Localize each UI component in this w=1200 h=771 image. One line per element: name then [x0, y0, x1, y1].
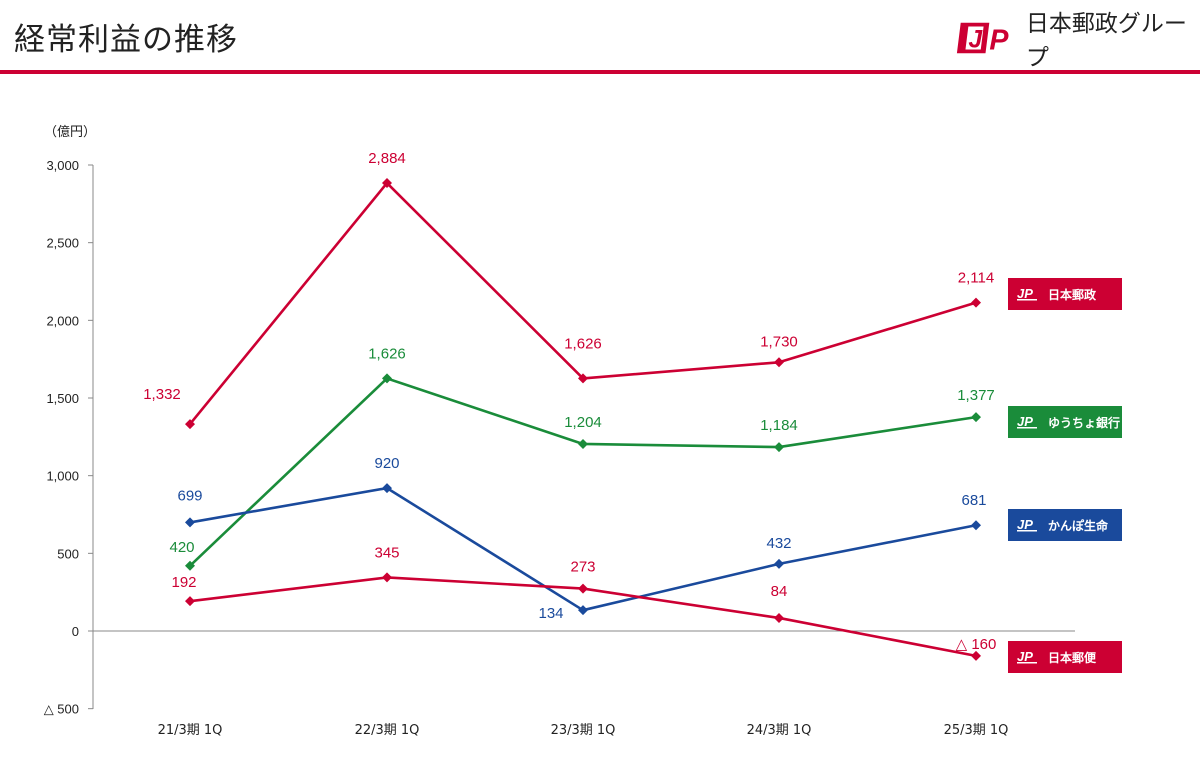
legend-label: 日本郵政 — [1048, 287, 1097, 302]
data-point-marker — [971, 297, 981, 308]
data-point-marker — [578, 583, 588, 594]
group-name: 日本郵政グループ — [1025, 11, 1187, 71]
jp-logo-icon: JP — [1017, 286, 1037, 301]
svg-text:JP: JP — [1017, 517, 1033, 532]
y-tick-label: 1,000 — [46, 469, 79, 484]
data-label: 192 — [171, 574, 196, 591]
data-label: 2,114 — [958, 270, 994, 287]
data-point-marker — [578, 605, 588, 616]
jp-logo-icon: JP — [1017, 517, 1037, 532]
data-point-marker — [382, 483, 392, 494]
data-point-marker — [382, 572, 392, 583]
data-label: 432 — [766, 535, 791, 552]
data-label: 699 — [177, 487, 202, 504]
data-point-marker — [971, 650, 981, 661]
svg-text:P: P — [989, 24, 1009, 56]
svg-text:JP: JP — [1017, 414, 1033, 429]
data-label: 2,884 — [368, 150, 406, 167]
legend-item: JP かんぽ生命 — [1008, 509, 1122, 541]
y-tick-label: 1,500 — [46, 391, 79, 406]
data-label: 681 — [961, 492, 986, 509]
legend-label: かんぽ生命 — [1048, 518, 1109, 533]
y-tick-label: 2,000 — [46, 313, 79, 328]
data-label: 1,626 — [368, 345, 406, 362]
x-tick-label: 23/3期 1Q — [551, 723, 616, 738]
data-label: 84 — [771, 583, 788, 600]
series-points — [185, 178, 981, 661]
data-label: 1,332 — [143, 386, 181, 403]
y-tick-label: 3,000 — [46, 158, 79, 173]
series-line — [188, 181, 977, 425]
x-tick-label: 24/3期 1Q — [747, 723, 812, 738]
data-label: △ 160 — [956, 636, 997, 653]
data-label: 134 — [538, 605, 563, 622]
data-point-marker — [185, 596, 195, 607]
legend-item: JP ゆうちょ銀行 — [1008, 406, 1122, 438]
axes: （億円） 3,000 2,500 2,000 1,500 1,000 500 0 △ 500 21… — [44, 124, 1075, 738]
page-title: 経常利益の推移 — [14, 22, 238, 58]
y-tick-label: 500 — [57, 546, 79, 561]
x-tick-label: 25/3期 1Q — [944, 723, 1009, 738]
legend-label: ゆうちょ銀行 — [1048, 415, 1121, 430]
data-point-marker — [578, 438, 588, 449]
data-label: 1,377 — [957, 387, 995, 404]
data-point-marker — [578, 373, 588, 384]
svg-text:JP: JP — [1017, 286, 1033, 301]
data-point-marker — [185, 419, 195, 430]
svg-text:J: J — [968, 27, 983, 54]
svg-text:JP: JP — [1017, 649, 1033, 664]
jp-logo-icon: JP — [1017, 414, 1037, 429]
data-point-marker — [774, 357, 784, 368]
data-point-marker — [971, 412, 981, 423]
data-label: 1,626 — [564, 335, 602, 352]
x-tick-label: 22/3期 1Q — [355, 723, 420, 738]
data-label: 273 — [570, 559, 595, 576]
data-point-marker — [971, 520, 981, 531]
data-point-marker — [774, 442, 784, 453]
y-tick-label: △ 500 — [44, 702, 79, 717]
y-tick-label: 2,500 — [46, 236, 79, 251]
data-label: 345 — [374, 544, 399, 561]
data-point-marker — [185, 560, 195, 571]
series-line — [189, 377, 977, 567]
jp-logo-icon: J P — [956, 22, 1009, 56]
legend-label: 日本郵便 — [1048, 650, 1097, 665]
data-point-marker — [774, 612, 784, 623]
data-label: 420 — [169, 539, 194, 556]
legend-item: JP 日本郵便 — [1008, 641, 1122, 673]
data-point-marker — [185, 517, 195, 528]
group-logo: J P 日本郵政グループ — [955, 11, 1200, 71]
data-point-marker — [774, 558, 784, 569]
legend-item: JP 日本郵政 — [1008, 278, 1122, 310]
header-rule — [0, 70, 1200, 74]
data-label: 1,730 — [760, 333, 798, 350]
x-tick-label: 21/3期 1Q — [158, 723, 223, 738]
data-label: 1,184 — [760, 417, 798, 434]
header: 経常利益の推移 J P 日本郵政グループ — [0, 0, 1200, 74]
data-point-marker — [382, 178, 392, 189]
data-label: 1,204 — [564, 414, 602, 431]
y-tick-label: 0 — [72, 624, 79, 639]
data-label: 920 — [374, 455, 399, 472]
jp-logo-icon: JP — [1017, 649, 1037, 664]
data-point-marker — [382, 373, 392, 384]
y-axis-unit: （億円） — [44, 124, 96, 140]
data-labels: 1,332 2,884 1,626 1,730 2,114 420 1,626 1,204 1,… — [143, 150, 996, 653]
